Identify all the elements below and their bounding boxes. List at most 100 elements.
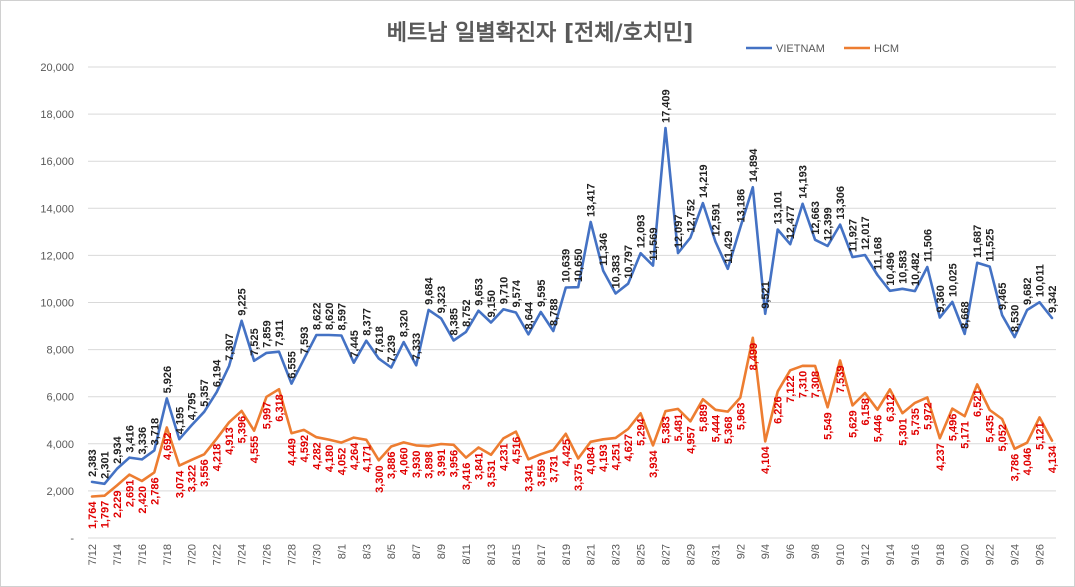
data-label-vietnam: 12,591: [710, 203, 722, 237]
data-label-vietnam: 4,795: [187, 393, 199, 421]
data-label-hcm: 5,735: [910, 408, 922, 436]
data-label-hcm: 2,229: [112, 490, 124, 518]
data-label-vietnam: 10,583: [897, 250, 909, 284]
data-label-hcm: 4,218: [212, 444, 224, 472]
data-label-hcm: 4,555: [249, 436, 261, 464]
data-label-vietnam: 14,894: [748, 148, 760, 183]
data-label-hcm: 3,930: [411, 450, 423, 478]
data-label-hcm: 4,264: [349, 442, 361, 470]
data-label-vietnam: 7,239: [386, 335, 398, 363]
data-label-hcm: 3,074: [174, 470, 186, 498]
data-label-vietnam: 9,710: [498, 277, 510, 305]
x-tick-label: 8/25: [636, 544, 648, 565]
x-tick-label: 9/26: [1035, 544, 1047, 565]
x-tick-label: 8/29: [685, 544, 697, 565]
data-label-hcm: 5,171: [960, 421, 972, 449]
data-label-hcm: 7,539: [835, 366, 847, 394]
data-label-vietnam: 7,911: [274, 320, 286, 347]
data-label-vietnam: 17,409: [661, 89, 673, 123]
data-label-hcm: 3,375: [573, 463, 585, 491]
x-tick-label: 7/20: [187, 544, 199, 565]
x-tick-label: 9/24: [1010, 544, 1022, 565]
legend: VIETNAM HCM: [746, 43, 899, 55]
x-tick-label: 9/8: [810, 544, 822, 559]
y-tick-label: 2,000: [46, 486, 74, 498]
data-label-hcm: 4,104: [760, 445, 772, 473]
data-label-hcm: 4,046: [1022, 448, 1034, 476]
data-label-vietnam: 2,301: [100, 451, 112, 479]
data-label-vietnam: 13,417: [586, 183, 598, 217]
y-tick-label: 10,000: [40, 298, 74, 310]
data-label-vietnam: 9,682: [1022, 278, 1034, 306]
data-label-hcm: 4,193: [598, 444, 610, 472]
x-tick-label: 7/18: [162, 544, 174, 565]
data-label-vietnam: 9,574: [511, 279, 523, 307]
data-label-vietnam: 5,357: [199, 379, 211, 407]
data-label-vietnam: 11,168: [872, 237, 884, 270]
data-label-hcm: 6,318: [274, 394, 286, 422]
x-tick-label: 7/26: [262, 544, 274, 565]
data-label-vietnam: 4,195: [174, 407, 186, 435]
data-label-hcm: 3,531: [486, 460, 498, 488]
data-label-vietnam: 12,017: [860, 216, 872, 250]
data-label-vietnam: 9,360: [935, 285, 947, 313]
data-label-hcm: 3,991: [436, 449, 448, 477]
data-label-hcm: 3,886: [386, 451, 398, 479]
data-label-vietnam: 6,555: [287, 351, 299, 379]
data-label-vietnam: 8,644: [523, 301, 535, 329]
data-label-hcm: 3,300: [374, 465, 386, 493]
data-label-vietnam: 10,639: [561, 249, 573, 283]
data-label-hcm: 5,301: [897, 418, 909, 446]
data-label-vietnam: 10,797: [623, 245, 635, 279]
data-label-hcm: 5,496: [947, 414, 959, 442]
data-label-hcm: 5,997: [261, 402, 273, 430]
data-label-hcm: 5,629: [848, 410, 860, 438]
data-label-vietnam: 12,752: [685, 199, 697, 233]
y-tick-label: 14,000: [40, 203, 74, 215]
x-tick-label: 8/27: [661, 544, 673, 565]
data-label-hcm: 4,957: [685, 426, 697, 454]
x-tick-label: 7/28: [286, 544, 298, 565]
x-tick-label: 8/13: [486, 544, 498, 565]
data-label-hcm: 4,692: [162, 432, 174, 460]
data-label-vietnam: 3,416: [124, 425, 136, 453]
data-label-vietnam: 7,593: [299, 327, 311, 355]
data-label-hcm: 1,764: [87, 501, 99, 529]
data-label-vietnam: 9,150: [486, 290, 498, 318]
data-label-hcm: 5,549: [823, 412, 835, 440]
data-label-hcm: 4,084: [586, 446, 598, 474]
data-label-vietnam: 9,595: [536, 279, 548, 307]
data-label-vietnam: 8,752: [461, 299, 473, 327]
data-label-vietnam: 11,687: [972, 225, 984, 258]
data-label-hcm: 4,282: [311, 442, 323, 470]
data-label-vietnam: 3,336: [137, 427, 149, 455]
legend-label-vietnam: VIETNAM: [776, 43, 825, 55]
data-label-hcm: 4,060: [399, 447, 411, 475]
data-label-vietnam: 2,383: [87, 449, 99, 477]
data-label-hcm: 5,963: [735, 403, 747, 431]
data-label-vietnam: 12,097: [673, 214, 685, 248]
series-line-hcm: [90, 336, 1054, 498]
data-label-hcm: 4,425: [561, 439, 573, 467]
data-label-vietnam: 13,306: [835, 186, 847, 220]
data-label-hcm: 5,383: [661, 416, 673, 444]
data-label-hcm: 4,592: [299, 435, 311, 463]
data-label-vietnam: 11,525: [985, 229, 997, 262]
data-label-vietnam: 7,859: [262, 320, 274, 348]
data-label-vietnam: 13,186: [735, 189, 747, 223]
data-label-hcm: 6,312: [885, 394, 897, 422]
data-label-hcm: 3,956: [449, 450, 461, 478]
data-label-hcm: 3,786: [1010, 454, 1022, 482]
data-label-hcm: 2,786: [149, 477, 161, 505]
data-label-hcm: 1,797: [99, 501, 111, 529]
data-label-vietnam: 8,320: [399, 310, 411, 338]
y-tick-label: 8,000: [46, 345, 74, 357]
y-tick-label: 18,000: [40, 109, 74, 121]
chart-title: 베트남 일별확진자 [전체/호치민]: [387, 21, 694, 46]
y-axis: - 2,000 4,000 6,000 8,000 10,000 12,000 14,000 1…: [40, 62, 74, 545]
x-tick-label: 9/12: [860, 544, 872, 565]
data-label-vietnam: 10,383: [611, 255, 623, 289]
data-label-hcm: 6,521: [972, 389, 984, 417]
data-label-hcm: 4,913: [224, 427, 236, 455]
